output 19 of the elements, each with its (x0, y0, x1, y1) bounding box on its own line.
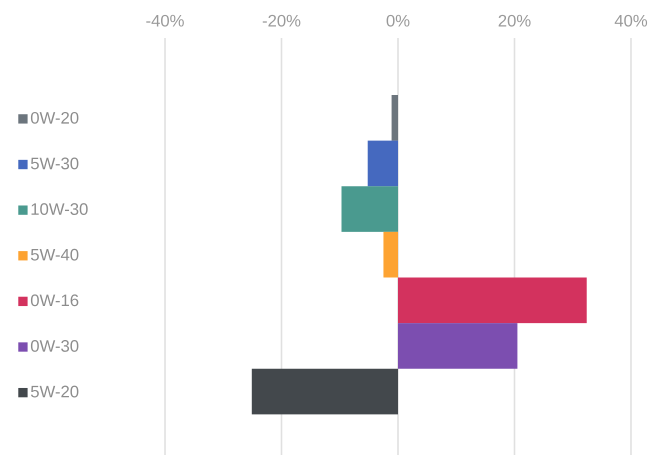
bar (252, 368, 398, 414)
bar (398, 323, 518, 369)
legend-label: 0W-16 (30, 294, 78, 306)
bar (368, 140, 398, 186)
legend-label: 0W-20 (30, 112, 78, 124)
x-tick-label: -40% (146, 14, 184, 27)
bar (392, 95, 398, 141)
legend-label: 5W-40 (30, 248, 78, 261)
legend-label: 10W-30 (32, 203, 88, 216)
bar (342, 186, 398, 232)
legend-label: 5W-20 (30, 386, 78, 398)
x-tick-label: 40% (614, 14, 648, 27)
x-tick-label: 0% (386, 14, 410, 27)
x-tick-label: -20% (262, 14, 300, 27)
bar (383, 232, 398, 278)
bar (398, 278, 587, 324)
legend-label: 0W-30 (30, 340, 78, 352)
legend-label: 5W-30 (30, 158, 78, 170)
x-tick-label: 20% (498, 14, 531, 27)
